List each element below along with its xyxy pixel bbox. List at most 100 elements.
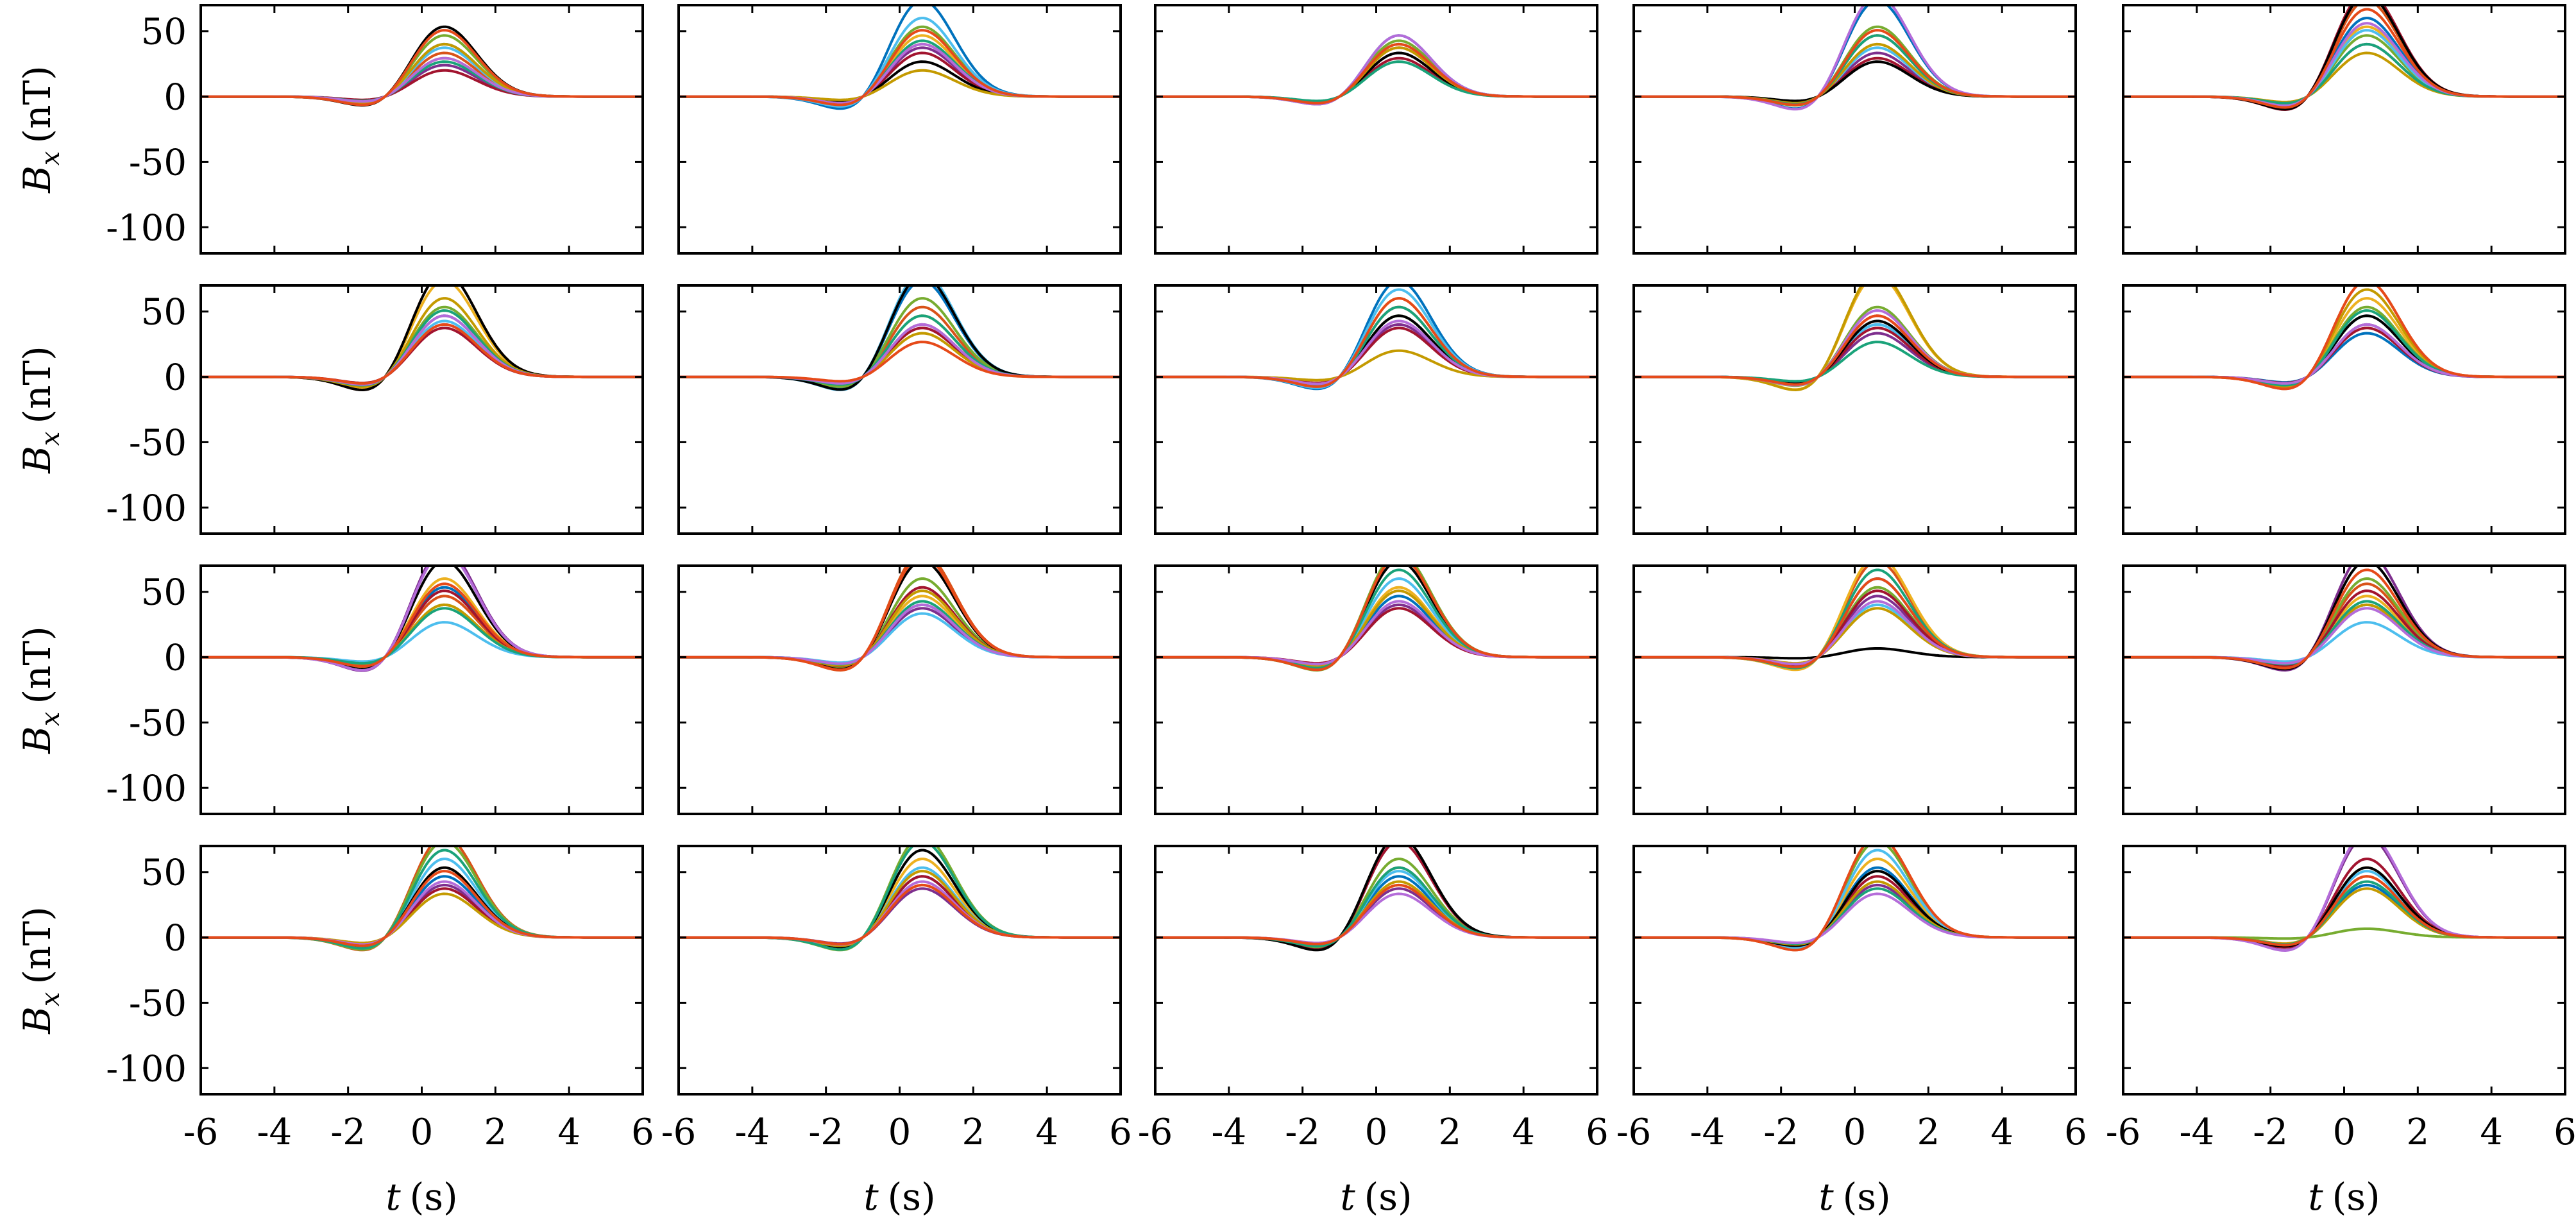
trace-group xyxy=(1155,34,1597,106)
y-tick-label: 50 xyxy=(141,292,187,334)
series-line xyxy=(1634,846,2076,952)
x-tick-label: 6 xyxy=(2064,1112,2087,1153)
trace-group xyxy=(2123,846,2565,952)
x-tick-label: 4 xyxy=(1035,1112,1058,1153)
y-axis-label: Bx (nT) xyxy=(15,626,65,754)
x-axis-unit: (s) xyxy=(1843,1175,1891,1219)
series-line xyxy=(201,577,643,668)
x-axis-label: t (s) xyxy=(1818,1175,1890,1219)
panel-r2-c4 xyxy=(1632,284,2077,535)
y-axis-var: B xyxy=(15,726,59,754)
series-line xyxy=(201,25,643,107)
trace-group xyxy=(1155,566,1597,672)
x-tick-label: 6 xyxy=(1109,1112,1132,1153)
series-line xyxy=(1634,870,2076,947)
panel-r4-c2: -6 -4 -2 0 2 4 6 t (s) xyxy=(661,845,1132,1219)
series-line xyxy=(679,566,1121,672)
y-axis-unit: (nT) xyxy=(15,346,59,423)
y-tick-label: 50 xyxy=(141,12,187,53)
trace-group xyxy=(1155,846,1597,952)
series-line xyxy=(1634,341,2076,383)
series-line xyxy=(2123,870,2565,947)
x-tick-label: -4 xyxy=(2180,1112,2215,1153)
series-line xyxy=(1155,297,1597,388)
trace-group xyxy=(1634,5,2076,111)
x-tick-label: -2 xyxy=(330,1112,366,1153)
series-line xyxy=(1634,42,2076,105)
trace-group xyxy=(1155,285,1597,391)
x-tick-label: -4 xyxy=(735,1112,770,1153)
x-tick-label: -4 xyxy=(1212,1112,1247,1153)
x-tick-label: 0 xyxy=(2333,1112,2356,1153)
trace-group xyxy=(1634,566,2076,672)
panel-r2-c3 xyxy=(1154,284,1598,535)
series-line xyxy=(1634,309,2076,387)
series-line xyxy=(2123,323,2565,385)
x-tick-label: 2 xyxy=(484,1112,507,1153)
series-line xyxy=(2123,621,2565,663)
trace-group xyxy=(679,846,1121,952)
x-axis-unit: (s) xyxy=(410,1175,458,1219)
trace-group xyxy=(201,285,643,391)
y-axis-label: Bx (nT) xyxy=(15,65,65,193)
series-line xyxy=(679,323,1121,385)
series-line xyxy=(201,582,643,668)
series-line xyxy=(679,589,1121,667)
series-line xyxy=(201,323,643,385)
panel-grid: 50 0 -50 -100 Bx (nT) 50 0 -50 -100 Bx (nT) 50 0 -50 -1… xyxy=(15,4,2576,1219)
trace-group xyxy=(2123,5,2565,111)
series-line xyxy=(1155,870,1597,947)
series-line xyxy=(201,297,643,388)
trace-group xyxy=(679,566,1121,672)
series-line xyxy=(679,883,1121,945)
x-tick-label: 6 xyxy=(1586,1112,1609,1153)
y-axis-var: B xyxy=(15,165,59,194)
series-line xyxy=(201,603,643,665)
panel-r2-c1: 50 0 -50 -100 Bx (nT) xyxy=(15,284,644,535)
panel-r4-c3: -6 -4 -2 0 2 4 6 t (s) xyxy=(1138,845,1609,1219)
y-tick-label: -100 xyxy=(106,207,187,249)
x-axis-var: t xyxy=(1340,1175,1355,1219)
series-line xyxy=(2123,323,2565,385)
series-line xyxy=(679,870,1121,947)
trace-group xyxy=(1634,285,2076,391)
y-axis-unit: (nT) xyxy=(15,65,59,143)
x-tick-label: -4 xyxy=(257,1112,292,1153)
trace-group xyxy=(201,566,643,672)
x-axis-var: t xyxy=(386,1175,401,1219)
trace-group xyxy=(679,5,1121,110)
x-axis-var: t xyxy=(2308,1175,2323,1219)
series-line xyxy=(2123,51,2565,104)
panel-r4-c1: 50 0 -50 -100 Bx (nT) -6 -4 -2 0 2 4 6 t (s) xyxy=(15,845,654,1219)
x-tick-label: -2 xyxy=(808,1112,843,1153)
x-tick-label: -6 xyxy=(183,1112,219,1153)
x-tick-label: 2 xyxy=(962,1112,985,1153)
series-line xyxy=(1634,577,2076,668)
x-tick-label: 4 xyxy=(1990,1112,2013,1153)
series-line xyxy=(1155,589,1597,667)
panel-r1-c1: 50 0 -50 -100 Bx (nT) xyxy=(15,4,644,255)
series-line xyxy=(679,323,1121,385)
series-line xyxy=(1634,5,2076,111)
y-tick-label: 0 xyxy=(164,77,187,119)
trace-group xyxy=(679,285,1121,391)
y-axis-unit: (nT) xyxy=(15,626,59,704)
x-tick-label: 2 xyxy=(1917,1112,1940,1153)
series-line xyxy=(201,29,643,106)
panel-r3-c5 xyxy=(2122,564,2566,815)
series-line xyxy=(2123,568,2565,670)
series-line xyxy=(1155,858,1597,949)
x-tick-label: 4 xyxy=(1512,1112,1535,1153)
series-line xyxy=(2123,5,2565,111)
x-axis-var: t xyxy=(863,1175,879,1219)
panel-r1-c5 xyxy=(2122,4,2566,255)
y-axis-sub: x xyxy=(36,712,65,727)
series-line xyxy=(2123,309,2565,387)
x-axis-var: t xyxy=(1818,1175,1834,1219)
panel-r1-c2 xyxy=(677,4,1122,255)
trace-group xyxy=(1634,846,2076,952)
series-line xyxy=(2123,8,2565,109)
series-line xyxy=(679,577,1121,668)
panel-r3-c1: 50 0 -50 -100 Bx (nT) xyxy=(15,564,644,815)
x-axis-label: t (s) xyxy=(1340,1175,1412,1219)
